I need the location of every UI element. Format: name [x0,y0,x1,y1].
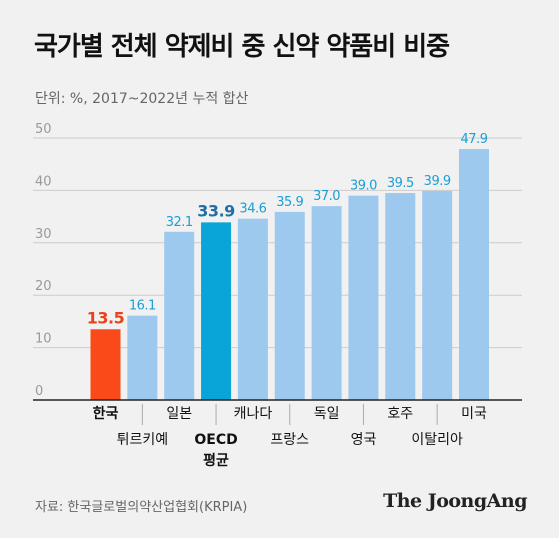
data-label: 32.1 [166,215,193,230]
data-label: 39.5 [387,176,414,191]
bar-chart: 0 10 20 30 40 50 13.5 16.1 32.1 33.9 34.6 35.9 37.0 3… [33,122,522,469]
bar [385,193,416,400]
y-tick-label: 0 [35,384,43,399]
source-note: 자료: 한국글로벌의약산업협회(KRPIA) [35,500,248,515]
y-tick-label: 50 [35,122,52,137]
data-label: 47.9 [461,132,488,147]
category-label: 영국 [351,432,377,448]
data-label: 13.5 [87,308,125,327]
category-label: 평균 [203,452,229,469]
y-tick-label: 30 [35,227,52,242]
bar [348,195,379,400]
bar [90,329,121,400]
category-label: 호주 [387,406,413,422]
category-label: 프랑스 [270,432,309,448]
y-tick-label: 20 [35,279,52,294]
bar [201,222,232,400]
category-label: 한국 [93,406,119,422]
data-label: 39.0 [350,179,377,194]
bar [311,206,342,400]
bar [422,190,453,400]
category-label: 미국 [461,406,487,422]
data-label: 37.0 [313,189,340,204]
publisher-logo: The JoongAng [383,490,527,512]
chart-title: 국가별 전체 약제비 중 신약 약품비 비중 [34,32,450,62]
category-label: 일본 [166,406,192,422]
y-tick-label: 10 [35,332,52,347]
bar [164,231,195,400]
data-label: 34.6 [239,202,266,217]
data-label: 33.9 [197,201,235,220]
bar [459,149,489,400]
bar [237,218,268,400]
category-label: 독일 [314,406,340,422]
category-label: 이탈리아 [411,432,463,448]
category-label: OECD [194,432,237,448]
category-label: 튀르키예 [117,432,169,448]
bar [127,315,158,400]
bar [274,211,305,400]
data-label: 16.1 [129,299,156,314]
category-label: 캐나다 [234,406,273,422]
data-label: 39.9 [424,174,451,189]
data-label: 35.9 [276,195,303,210]
y-tick-label: 40 [35,174,52,189]
chart-subtitle: 단위: %, 2017~2022년 누적 합산 [35,91,249,107]
